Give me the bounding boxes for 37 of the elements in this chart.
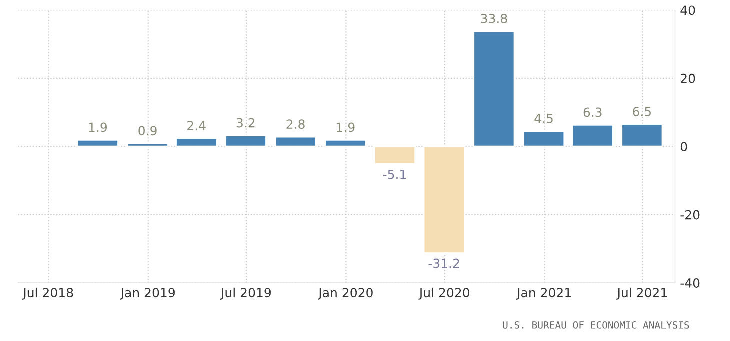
y-tick-label: 0 bbox=[680, 142, 688, 152]
data-label: 6.3 bbox=[584, 108, 602, 118]
x-tick-label: Jul 2019 bbox=[220, 288, 272, 300]
data-label: 6.5 bbox=[633, 107, 652, 116]
bar bbox=[621, 124, 664, 148]
bar bbox=[176, 138, 218, 148]
bar bbox=[274, 136, 317, 148]
data-label: 1.9 bbox=[337, 122, 355, 132]
y-tick-label: -40 bbox=[680, 278, 700, 288]
data-label: 2.4 bbox=[188, 121, 206, 130]
bar bbox=[572, 124, 614, 148]
data-label: 3.2 bbox=[236, 118, 255, 128]
bar bbox=[126, 142, 169, 148]
data-label: 0.9 bbox=[138, 126, 157, 136]
bar bbox=[224, 135, 267, 148]
x-tick-label: Jan 2021 bbox=[516, 288, 571, 300]
x-tick-label: Jul 2021 bbox=[616, 288, 668, 300]
bar bbox=[523, 130, 566, 148]
data-label: -31.2 bbox=[428, 258, 460, 268]
bar bbox=[324, 139, 367, 148]
data-label: -5.1 bbox=[383, 170, 406, 180]
data-label: 33.8 bbox=[481, 14, 508, 24]
bar bbox=[473, 30, 516, 148]
data-label: 1.9 bbox=[89, 122, 107, 132]
x-tick-label: Jan 2019 bbox=[120, 288, 175, 300]
bar bbox=[374, 146, 416, 165]
data-label: 2.8 bbox=[286, 120, 305, 130]
bar bbox=[76, 139, 119, 148]
text: U.S. BUREAU OF ECONOMIC ANALYSIS bbox=[503, 322, 690, 329]
y-tick-label: -20 bbox=[680, 210, 700, 220]
bar bbox=[423, 146, 466, 254]
x-tick-label: Jul 2018 bbox=[22, 288, 74, 300]
x-tick-label: Jul 2020 bbox=[418, 288, 470, 300]
data-label: 4.5 bbox=[534, 114, 553, 124]
x-tick-label: Jan 2020 bbox=[318, 288, 373, 300]
y-tick-label: 20 bbox=[681, 74, 696, 84]
y-tick-label: 40 bbox=[680, 6, 696, 16]
